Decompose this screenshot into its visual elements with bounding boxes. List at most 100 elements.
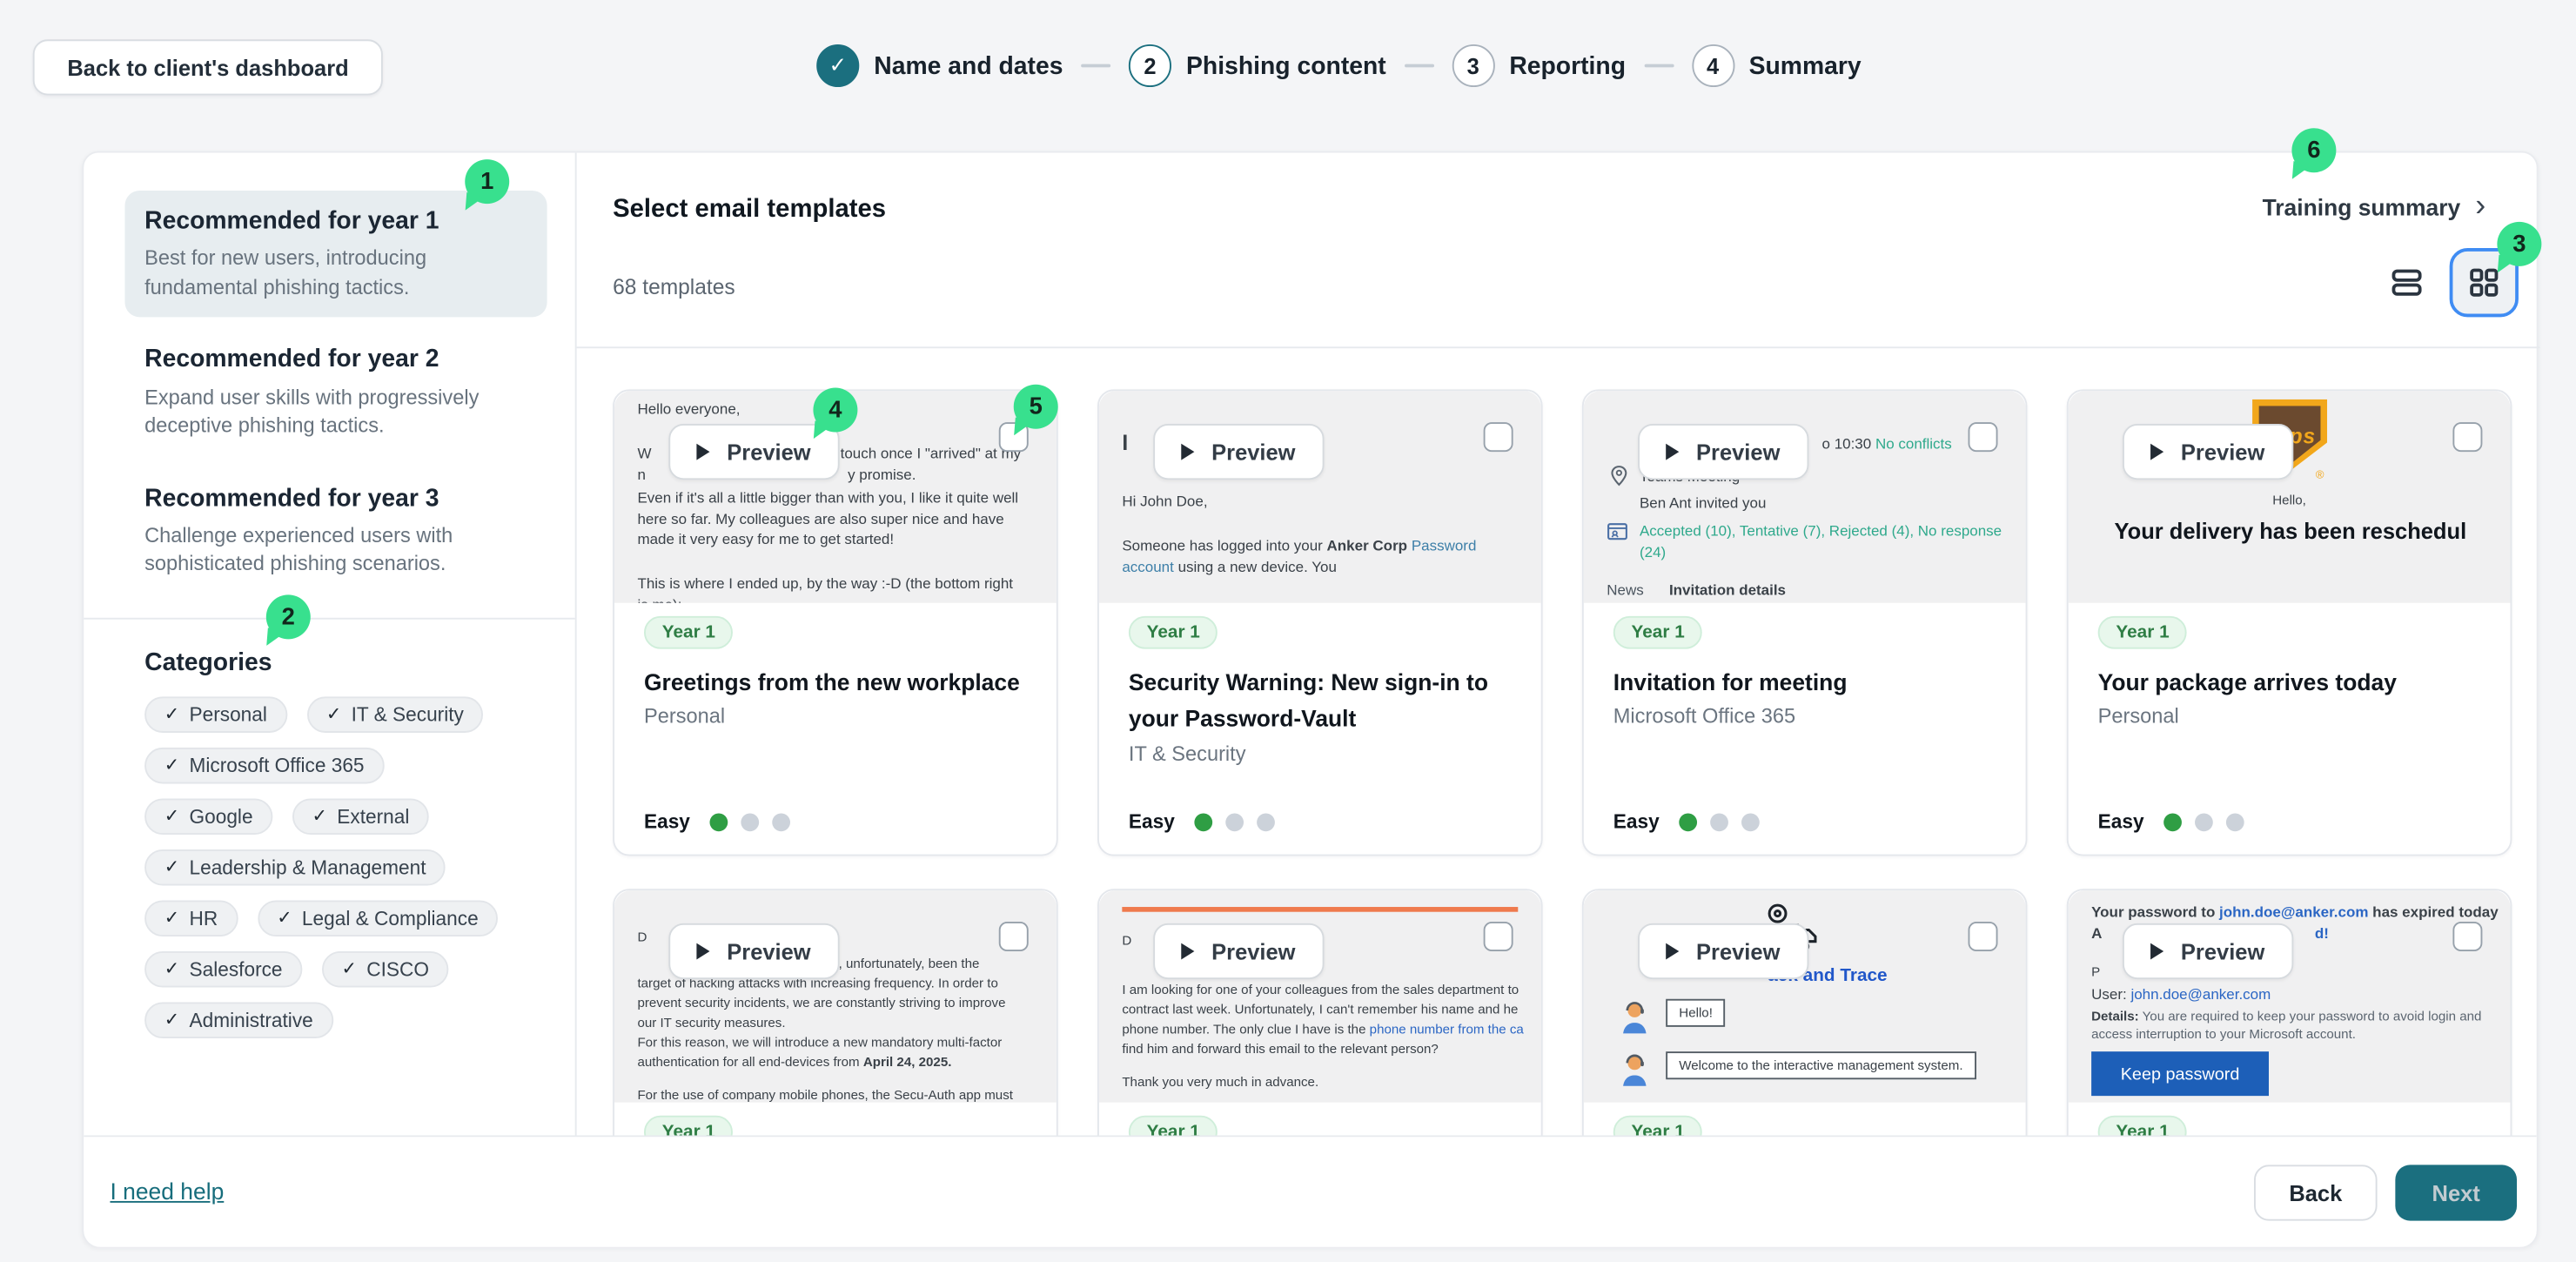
email-text: W [637,445,652,462]
email-preview-thumbnail: ack and Trace Hello! Welcome to the inte… [1583,890,2026,1103]
template-checkbox[interactable] [1483,422,1513,453]
next-button[interactable]: Next [2395,1165,2518,1221]
email-link: john.doe@anker.com [2130,985,2271,1003]
difficulty-dot [1225,812,1244,831]
template-category: IT & Security [1128,742,1246,766]
category-chip-cisco[interactable]: ✓ CISCO [321,950,449,988]
preview-button[interactable]: Preview [668,923,840,980]
back-to-dashboard-button[interactable]: Back to client's dashboard [32,39,384,96]
email-text: Thank you very much in advance. [1122,1074,1319,1090]
training-summary-label: Training summary [2262,193,2461,220]
play-icon [697,943,711,960]
template-checkbox[interactable] [1968,422,1998,453]
email-preview-thumbnail: D as, unfortunately, been the target of … [614,890,1057,1103]
step-label: Name and dates [874,51,1063,80]
deadline-date: April 24, 2025. [862,1054,952,1070]
year-badge: Year 1 [2097,1115,2188,1136]
page-title: Select email templates [613,195,887,224]
chip-label: Microsoft Office 365 [189,754,365,777]
email-link: d! [2314,924,2329,942]
grid-view-toggle-selected[interactable] [2449,248,2519,318]
template-card-greetings-new-workplace[interactable]: Hello everyone, W in touch once I "arriv… [613,389,1058,856]
template-checkbox[interactable] [998,922,1029,952]
email-text: y promise. [848,467,916,483]
email-headline: Your delivery has been reschedul [2114,519,2467,544]
sidebar-item-year-3[interactable]: Recommended for year 3 Challenge experie… [124,467,547,594]
sidebar-item-year-2[interactable]: Recommended for year 2 Expand user skill… [124,329,547,456]
template-count: 68 templates [613,274,735,299]
step-summary[interactable]: 4 Summary [1691,44,1862,88]
step-label: Phishing content [1186,51,1386,80]
template-checkbox[interactable] [2452,422,2483,453]
news-tab[interactable]: News [1607,581,1644,599]
template-card-track-and-trace-chat[interactable]: ack and Trace Hello! Welcome to the inte… [1581,889,2028,1136]
category-chip-hr[interactable]: ✓ HR [144,900,238,936]
category-chip-google[interactable]: ✓ Google [144,797,273,835]
template-checkbox[interactable] [1968,922,1998,952]
template-checkbox[interactable] [2452,922,2483,952]
category-chip-personal[interactable]: ✓ Personal [144,695,287,733]
step-number: 3 [1452,44,1495,88]
year-badge: Year 1 [644,1115,734,1136]
year-badge: Year 1 [1613,1115,1703,1136]
template-card-usps-package[interactable]: usps ® Hello, Your delivery has been res… [2066,389,2512,856]
email-text: Hello, [2272,493,2306,508]
template-card-meeting-invitation[interactable]: o 10:30 No conflicts Teams Meeting Ben A… [1581,389,2028,856]
template-card-security-warning[interactable]: I Hi John Doe, Someone has logged into y… [1097,389,1543,856]
preview-button[interactable]: Preview [2122,424,2294,480]
back-button[interactable]: Back [2254,1165,2378,1221]
annotation-badge-5: 5 [1013,384,1058,429]
email-text: This is where I ended up, by the way :-D… [637,574,1014,603]
step-label: Summary [1748,51,1862,80]
location-pin-icon [1611,466,1627,487]
chat-bubble: Welcome to the interactive management sy… [1666,1051,1976,1080]
template-checkbox[interactable] [998,422,1029,453]
step-reporting[interactable]: 3 Reporting [1452,44,1626,88]
chat-message: Welcome to the interactive management sy… [1620,1051,1976,1088]
step-name-and-dates[interactable]: ✓ Name and dates [816,44,1063,88]
sidebar-divider [84,617,575,620]
email-link: john.doe@anker.com [2219,903,2369,921]
chat-bubble: Hello! [1666,998,1726,1027]
meeting-responses: Accepted (10), Tentative (7), Rejected (… [1639,522,2002,560]
registered-mark: ® [2315,469,2324,482]
preview-button[interactable]: Preview [1638,923,1809,980]
category-chip-external[interactable]: ✓ External [292,797,430,835]
list-view-toggle[interactable] [2387,263,2426,302]
email-preview-thumbnail: I Hi John Doe, Someone has logged into y… [1098,391,1541,603]
preview-button[interactable]: Preview [1153,923,1325,980]
help-link[interactable]: I need help [110,1178,225,1205]
difficulty-dot [2225,812,2244,831]
preview-button[interactable]: Preview [1638,424,1809,480]
email-text: Hello everyone, [637,400,741,418]
category-chip-microsoft-office-365[interactable]: ✓ Microsoft Office 365 [144,747,385,783]
template-checkbox[interactable] [1483,922,1513,952]
preview-button[interactable]: Preview [2122,923,2294,980]
chip-label: Salesforce [189,957,283,981]
training-summary-link[interactable]: Training summary › [2262,191,2486,222]
category-chip-leadership-management[interactable]: ✓ Leadership & Management [144,849,446,886]
sidebar-item-year-1[interactable]: Recommended for year 1 Best for new user… [124,190,547,318]
category-chip-legal-compliance[interactable]: ✓ Legal & Compliance [257,900,499,936]
preview-button[interactable]: Preview [1153,424,1325,480]
check-icon: ✓ [164,807,180,828]
difficulty-indicator: Easy [644,810,791,833]
category-chip-administrative[interactable]: ✓ Administrative [144,1002,333,1038]
difficulty-dot [741,812,760,831]
check-icon: ✓ [164,1010,180,1031]
recommendation-title: Recommended for year 3 [144,483,439,513]
template-card-mfa-announcement[interactable]: D as, unfortunately, been the target of … [613,889,1058,1136]
preview-button[interactable]: Preview [668,424,840,480]
category-filter-chips: ✓ Personal ✓ IT & Security ✓ Microsoft Offi… [144,695,547,1038]
category-chip-salesforce[interactable]: ✓ Salesforce [144,950,303,988]
check-icon: ✓ [325,705,342,725]
invitation-details-tab[interactable]: Invitation details [1668,581,1787,599]
template-card-password-expired[interactable]: Your password to john.doe@anker.com has … [2066,889,2512,1136]
step-phishing-content[interactable]: 2 Phishing content [1128,44,1386,88]
email-headline: Your password to john.doe@anker.com has … [2091,903,2499,921]
step-number: 2 [1128,44,1172,88]
template-card-sales-colleague[interactable]: D I am looking for one of your colleague… [1097,889,1543,1136]
chip-label: CISCO [366,957,429,981]
step-separator [1081,64,1111,68]
category-chip-it-security[interactable]: ✓ IT & Security [306,695,484,733]
